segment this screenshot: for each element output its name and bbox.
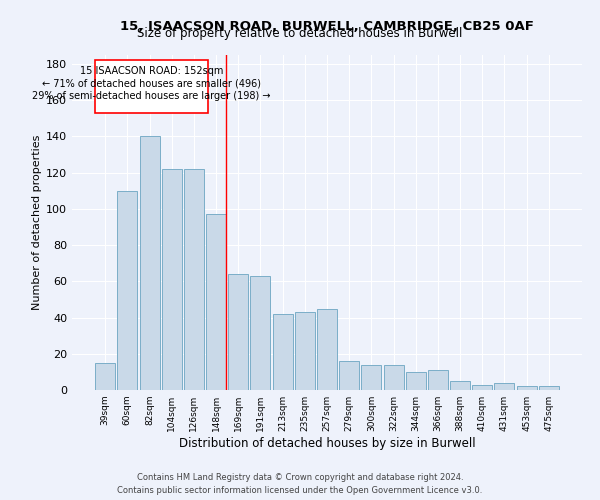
Bar: [228, 274, 248, 390]
Bar: [339, 361, 359, 390]
Bar: [162, 169, 182, 390]
Bar: [295, 312, 315, 390]
Bar: [317, 308, 337, 390]
Bar: [250, 276, 271, 390]
Bar: [539, 386, 559, 390]
Bar: [383, 364, 404, 390]
Text: ← 71% of detached houses are smaller (496): ← 71% of detached houses are smaller (49…: [42, 78, 261, 88]
Bar: [140, 136, 160, 390]
Bar: [494, 383, 514, 390]
Bar: [450, 381, 470, 390]
Bar: [472, 384, 492, 390]
Bar: [184, 169, 204, 390]
Bar: [428, 370, 448, 390]
Title: 15, ISAACSON ROAD, BURWELL, CAMBRIDGE, CB25 0AF: 15, ISAACSON ROAD, BURWELL, CAMBRIDGE, C…: [120, 20, 534, 33]
Bar: [517, 386, 536, 390]
Y-axis label: Number of detached properties: Number of detached properties: [32, 135, 42, 310]
Text: 15 ISAACSON ROAD: 152sqm: 15 ISAACSON ROAD: 152sqm: [80, 66, 223, 76]
Text: 29% of semi-detached houses are larger (198) →: 29% of semi-detached houses are larger (…: [32, 91, 271, 101]
Bar: [95, 363, 115, 390]
Text: Contains HM Land Registry data © Crown copyright and database right 2024.
Contai: Contains HM Land Registry data © Crown c…: [118, 474, 482, 495]
Text: Size of property relative to detached houses in Burwell: Size of property relative to detached ho…: [137, 28, 463, 40]
Bar: [118, 191, 137, 390]
FancyBboxPatch shape: [95, 60, 208, 113]
Bar: [406, 372, 426, 390]
Bar: [206, 214, 226, 390]
Bar: [272, 314, 293, 390]
X-axis label: Distribution of detached houses by size in Burwell: Distribution of detached houses by size …: [179, 437, 475, 450]
Bar: [361, 364, 382, 390]
